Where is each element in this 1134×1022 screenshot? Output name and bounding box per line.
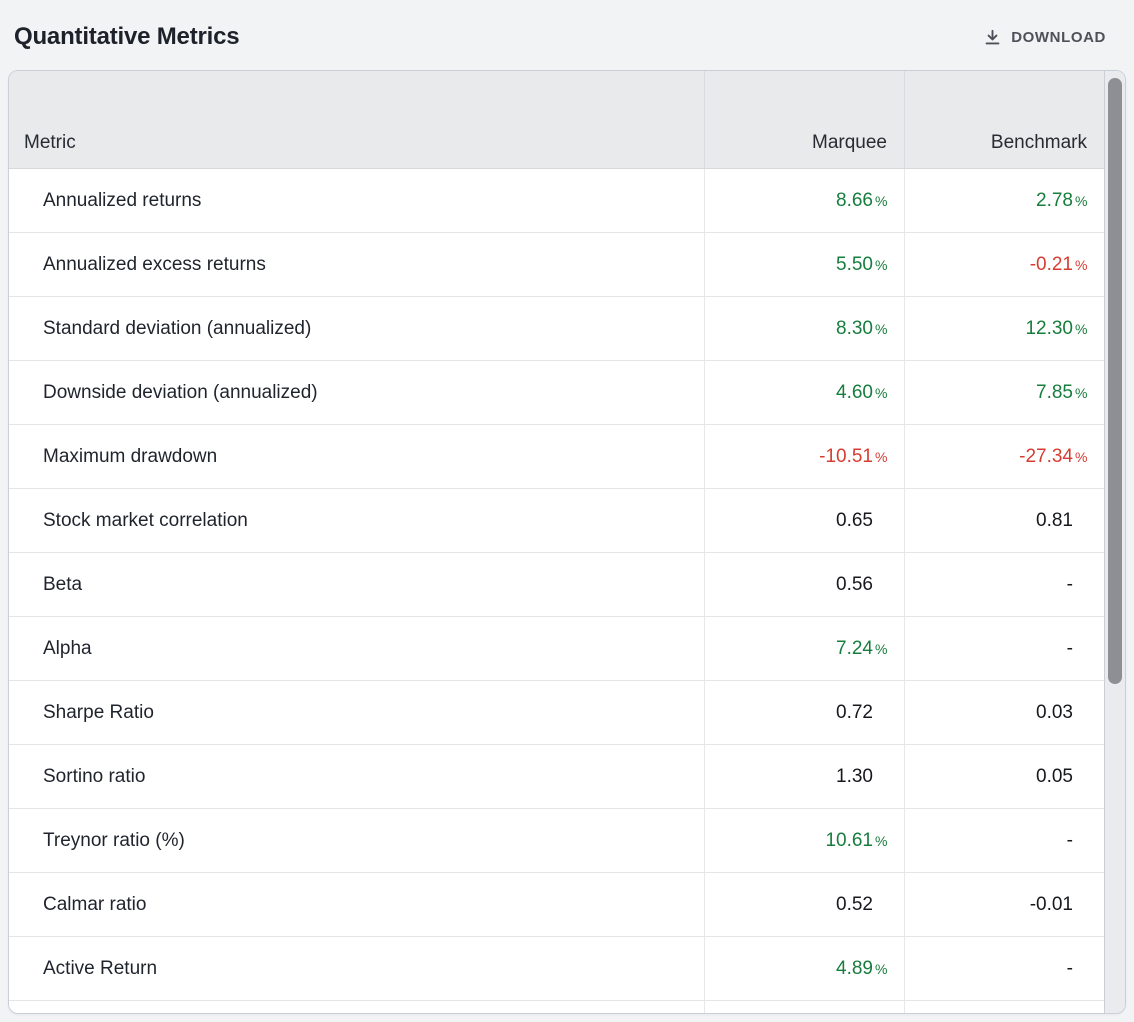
page-title: Quantitative Metrics <box>14 23 240 50</box>
vertical-scrollbar-thumb[interactable] <box>1108 78 1122 684</box>
download-label: DOWNLOAD <box>1011 28 1106 46</box>
percent-sign: % <box>875 320 888 337</box>
table-row-partial <box>9 1001 1104 1013</box>
metric-label: Treynor ratio (%) <box>43 829 185 851</box>
metric-label: Downside deviation (annualized) <box>43 381 318 403</box>
marquee-value: 4.89% <box>704 937 904 1000</box>
metric-label: Active Return <box>43 957 158 979</box>
table-row: Standard deviation (annualized) 8.30% 12… <box>9 297 1104 361</box>
percent-sign: % <box>875 256 888 273</box>
percent-sign: % <box>1075 320 1088 337</box>
table-row: Active Return 4.89% - <box>9 937 1104 1001</box>
metric-label: Alpha <box>43 637 92 659</box>
marquee-value: 7.24% <box>704 617 904 680</box>
benchmark-value: - <box>904 553 1104 616</box>
percent-sign: % <box>875 960 888 977</box>
benchmark-value: -27.34% <box>904 425 1104 488</box>
metric-label: Calmar ratio <box>43 893 147 915</box>
table-row: Beta 0.56 - <box>9 553 1104 617</box>
percent-sign: % <box>875 448 888 465</box>
metric-label: Stock market correlation <box>43 509 248 531</box>
benchmark-value: -0.21% <box>904 233 1104 296</box>
column-header-benchmark: Benchmark <box>904 71 1104 168</box>
marquee-value: 4.60% <box>704 361 904 424</box>
marquee-value: 8.66% <box>704 169 904 232</box>
metric-label: Maximum drawdown <box>43 445 218 467</box>
table-row: Calmar ratio 0.52 -0.01 <box>9 873 1104 937</box>
table-row: Annualized excess returns 5.50% -0.21% <box>9 233 1104 297</box>
metric-label: Annualized excess returns <box>43 253 266 275</box>
download-button[interactable]: DOWNLOAD <box>983 28 1106 47</box>
benchmark-value: - <box>904 937 1104 1000</box>
benchmark-value: - <box>904 809 1104 872</box>
table-row: Sortino ratio 1.30 0.05 <box>9 745 1104 809</box>
benchmark-value: 0.03 <box>904 681 1104 744</box>
benchmark-value: 12.30% <box>904 297 1104 360</box>
marquee-value: 0.72 <box>704 681 904 744</box>
benchmark-value: 2.78% <box>904 169 1104 232</box>
table-row: Treynor ratio (%) 10.61% - <box>9 809 1104 873</box>
download-icon <box>983 28 1002 47</box>
table-header-row: Metric Marquee Benchmark <box>9 71 1104 169</box>
marquee-value: 8.30% <box>704 297 904 360</box>
metric-label: Standard deviation (annualized) <box>43 317 312 339</box>
metric-label: Annualized returns <box>43 189 202 211</box>
percent-sign: % <box>1075 256 1088 273</box>
table-row: Alpha 7.24% - <box>9 617 1104 681</box>
percent-sign: % <box>875 192 888 209</box>
table-row: Maximum drawdown -10.51% -27.34% <box>9 425 1104 489</box>
metric-label: Beta <box>43 573 83 595</box>
percent-sign: % <box>1075 192 1088 209</box>
percent-sign: % <box>875 832 888 849</box>
metric-label: Sortino ratio <box>43 765 146 787</box>
marquee-value: 0.56 <box>704 553 904 616</box>
percent-sign: % <box>1075 384 1088 401</box>
benchmark-value: - <box>904 617 1104 680</box>
marquee-value: 5.50% <box>704 233 904 296</box>
marquee-value: 0.52 <box>704 873 904 936</box>
benchmark-value: 0.81 <box>904 489 1104 552</box>
marquee-value: 1.30 <box>704 745 904 808</box>
percent-sign: % <box>875 640 888 657</box>
column-header-marquee: Marquee <box>704 71 904 168</box>
table-row: Annualized returns 8.66% 2.78% <box>9 169 1104 233</box>
percent-sign: % <box>875 384 888 401</box>
metrics-table: Metric Marquee Benchmark Annualized retu… <box>9 71 1104 1013</box>
benchmark-value: -0.01 <box>904 873 1104 936</box>
table-row: Sharpe Ratio 0.72 0.03 <box>9 681 1104 745</box>
metric-label: Sharpe Ratio <box>43 701 154 723</box>
marquee-value: -10.51% <box>704 425 904 488</box>
metrics-table-card: Metric Marquee Benchmark Annualized retu… <box>8 70 1126 1014</box>
benchmark-value: 7.85% <box>904 361 1104 424</box>
benchmark-value: 0.05 <box>904 745 1104 808</box>
percent-sign: % <box>1075 448 1088 465</box>
table-row: Downside deviation (annualized) 4.60% 7.… <box>9 361 1104 425</box>
vertical-scrollbar-track[interactable] <box>1104 71 1125 1013</box>
marquee-value: 10.61% <box>704 809 904 872</box>
header-bar: Quantitative Metrics DOWNLOAD <box>0 0 1134 70</box>
table-row: Stock market correlation 0.65 0.81 <box>9 489 1104 553</box>
marquee-value: 0.65 <box>704 489 904 552</box>
column-header-metric: Metric <box>24 132 76 153</box>
